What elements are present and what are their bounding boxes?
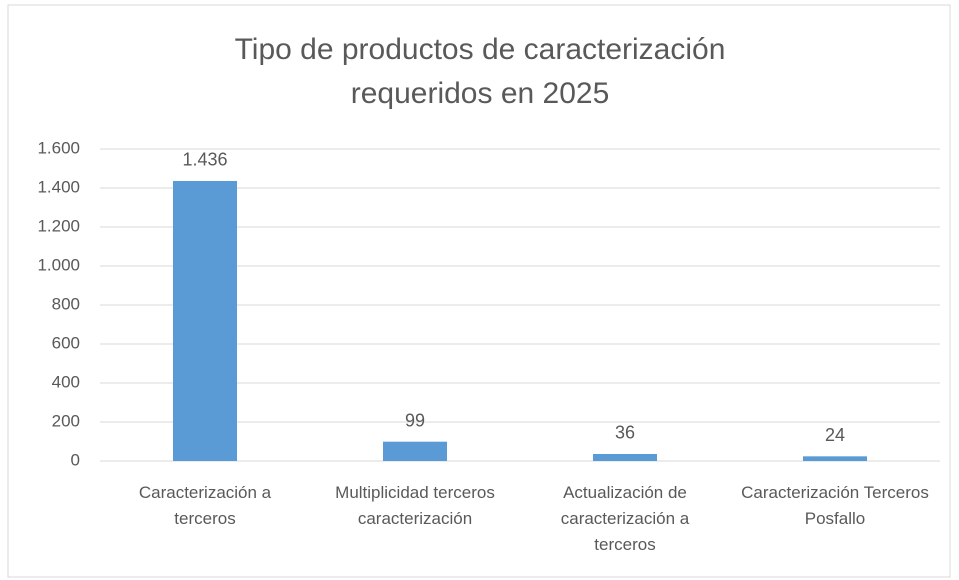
- y-tick-label: 0: [71, 450, 80, 469]
- chart-title: Tipo de productos de caracterización req…: [234, 33, 726, 110]
- data-label: 1.436: [182, 150, 227, 170]
- x-tick-label: Caracterización a terceros: [138, 483, 272, 528]
- y-tick-label: 200: [52, 411, 80, 430]
- y-tick-label: 1.000: [37, 255, 80, 274]
- bar: [593, 453, 657, 461]
- y-tick-label: 400: [52, 372, 80, 391]
- x-tick-label: Caracterización Terceros Posfallo: [741, 483, 929, 528]
- y-tick-label: 1.400: [37, 177, 80, 196]
- chart-border: [7, 4, 951, 578]
- x-tick-label: Actualización de caracterización a terce…: [560, 483, 690, 554]
- y-tick-label: 1.600: [37, 138, 80, 157]
- x-tick-label: Multiplicidad terceros caracterización: [335, 483, 495, 528]
- data-label: 99: [405, 410, 425, 430]
- bar: [173, 180, 237, 462]
- y-tick-label: 1.200: [37, 216, 80, 235]
- y-tick-label: 800: [52, 294, 80, 313]
- y-tick-label: 600: [52, 333, 80, 352]
- data-label: 36: [615, 423, 635, 443]
- bar: [383, 441, 447, 461]
- bar: [803, 456, 867, 461]
- data-label: 24: [825, 425, 845, 445]
